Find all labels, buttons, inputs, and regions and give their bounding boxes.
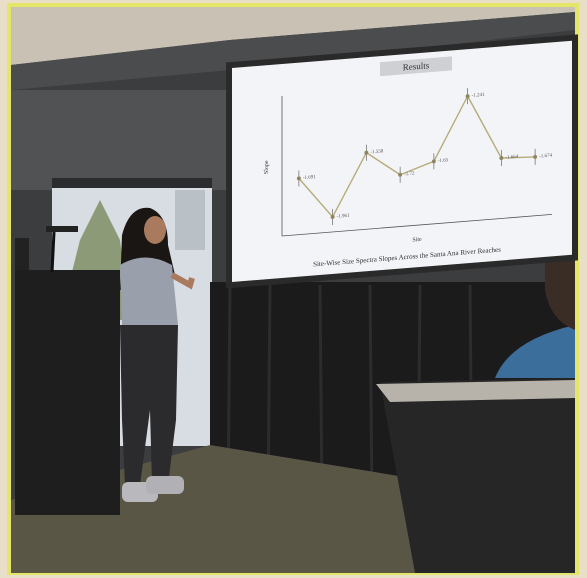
projection-screen: Results Site-Wise Size Spectra Slopes Ac… [226, 34, 578, 289]
wall [11, 12, 575, 90]
ceiling [11, 7, 575, 65]
data-label: -1.241 [472, 93, 485, 99]
microphone [46, 226, 78, 232]
data-label: -1.664 [505, 155, 518, 161]
audience-member [495, 325, 575, 378]
data-label: -1.691 [303, 175, 316, 181]
chair [380, 378, 575, 573]
data-label: -1.65 [438, 158, 449, 164]
presenter [120, 207, 195, 502]
data-label: -1.961 [337, 214, 350, 220]
building [175, 190, 205, 250]
data-label: -1.72 [404, 172, 415, 178]
point [465, 94, 470, 99]
data-label: -1.674 [539, 154, 552, 160]
point [431, 159, 436, 164]
slide [232, 40, 572, 282]
monitor [15, 238, 29, 270]
window-frame [52, 178, 212, 188]
slide-title-box [380, 56, 452, 77]
axis [282, 213, 552, 237]
point [364, 150, 369, 155]
wall [11, 90, 231, 190]
podium [15, 270, 120, 515]
x-axis-label: Site [412, 237, 422, 244]
data-label: -1.558 [370, 149, 383, 155]
point [398, 172, 403, 177]
chair-rim [376, 380, 575, 402]
point [499, 156, 504, 161]
point [296, 176, 301, 181]
line [298, 94, 536, 219]
point [330, 214, 335, 219]
point [533, 154, 538, 159]
slide-title: Results [403, 60, 430, 72]
y-axis-label: Slope [264, 160, 270, 174]
